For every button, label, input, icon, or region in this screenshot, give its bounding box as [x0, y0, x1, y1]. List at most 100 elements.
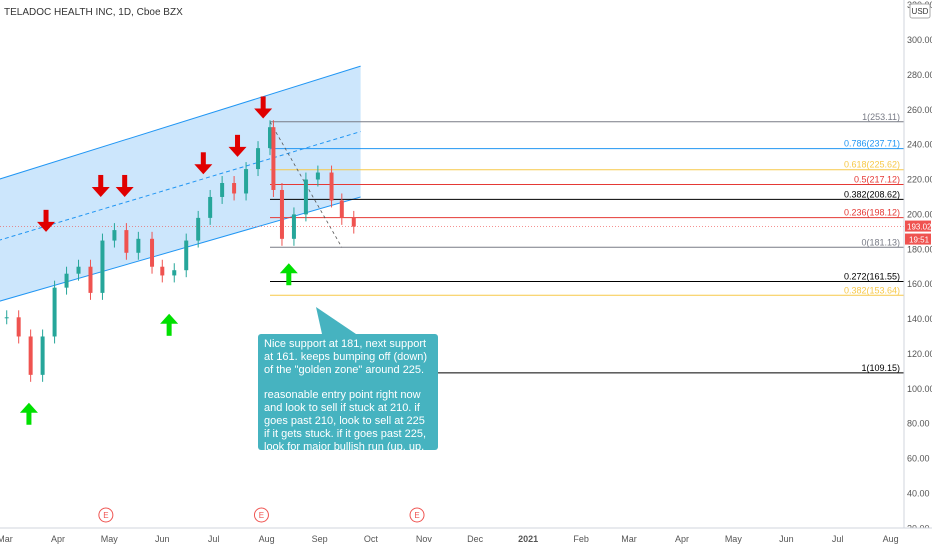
x-tick-label: Dec: [467, 534, 484, 544]
x-tick-label: Feb: [573, 534, 589, 544]
candle-body: [196, 217, 201, 241]
x-tick-label: Jul: [208, 534, 220, 544]
candle-body: [136, 238, 141, 253]
earnings-label: E: [414, 511, 419, 520]
up-arrow-head: [160, 313, 179, 324]
up-arrow: [160, 313, 179, 336]
candle-body: [220, 183, 225, 197]
candle-body: [150, 238, 155, 267]
price-axis-bg: [904, 0, 932, 550]
y-tick-label: 180.00: [907, 244, 932, 254]
x-tick-label: Sep: [312, 534, 328, 544]
down-arrow: [115, 174, 134, 197]
up-arrow: [279, 263, 298, 286]
down-arrow-shaft: [260, 96, 266, 110]
fib-level-label: 0(181.13): [861, 237, 900, 247]
candle-body: [244, 169, 249, 194]
down-arrow-head: [228, 146, 247, 157]
y-tick-label: 220.00: [907, 175, 932, 185]
y-tick-label: 120.00: [907, 349, 932, 359]
x-tick-label: Mar: [0, 534, 13, 544]
x-tick-label: Jun: [779, 534, 794, 544]
x-tick-label: Jul: [832, 534, 844, 544]
annotation-callout[interactable]: Nice support at 181, next support at 161…: [258, 334, 438, 466]
fib-level-label: 0.618(225.62): [844, 160, 900, 170]
candle-body: [315, 172, 320, 180]
y-tick-label: 280.00: [907, 70, 932, 80]
countdown-value: 19:51: [909, 236, 930, 245]
x-tick-label: Aug: [883, 534, 899, 544]
y-tick-label: 80.00: [907, 419, 930, 429]
candle-body: [76, 266, 81, 274]
countdown-badge: [905, 233, 931, 245]
up-arrow-shaft: [26, 411, 32, 425]
x-tick-label: May: [725, 534, 743, 544]
x-tick-label: May: [101, 534, 119, 544]
candle-body: [339, 200, 344, 218]
candle-body: [184, 240, 189, 271]
x-tick-label: 2021: [518, 534, 538, 544]
y-tick-label: 140.00: [907, 314, 932, 324]
down-arrow: [37, 209, 56, 232]
candle-body: [271, 127, 276, 190]
time-axis-bg: [0, 528, 932, 550]
fib-level-label: 0.786(237.71): [844, 139, 900, 149]
fib-level-label: 0.382(208.62): [844, 189, 900, 199]
down-arrow-shaft: [200, 152, 206, 166]
candle-body: [40, 336, 45, 375]
candle-body: [256, 148, 261, 170]
last-price-badge: [905, 220, 931, 232]
up-arrow-shaft: [286, 272, 292, 286]
earnings-label: E: [259, 511, 264, 520]
fib-level-label: 0.236(198.12): [844, 208, 900, 218]
candle-body: [64, 273, 69, 288]
currency-box: [909, 3, 931, 19]
candle-body: [268, 127, 272, 149]
candle-body: [160, 266, 165, 276]
x-tick-label: Aug: [259, 534, 275, 544]
fib-level-label: 1(109.15): [861, 363, 900, 373]
earnings-label: E: [103, 511, 108, 520]
candle-body: [112, 230, 117, 241]
down-arrow-shaft: [43, 209, 49, 223]
y-tick-label: 260.00: [907, 105, 932, 115]
down-arrow: [254, 96, 273, 119]
fib-level-label: 0.5(217.12): [854, 175, 900, 185]
candle-body: [28, 336, 33, 375]
down-arrow-head: [37, 221, 56, 232]
candle-body: [124, 230, 129, 253]
y-tick-label: 160.00: [907, 279, 932, 289]
channel-upper-line: [0, 65, 361, 180]
fib-level-label: 0.272(161.55): [844, 271, 900, 281]
down-arrow: [194, 152, 213, 175]
x-tick-label: Apr: [51, 534, 65, 544]
down-arrow: [228, 134, 247, 157]
up-arrow-head: [19, 402, 38, 413]
down-arrow-shaft: [235, 134, 241, 148]
up-arrow-shaft: [166, 322, 172, 336]
fib-level-label: 0.382(153.64): [844, 285, 900, 295]
earnings-marker: [409, 507, 425, 523]
candle-body: [16, 317, 21, 337]
candle-body: [279, 189, 284, 239]
y-tick-label: 40.00: [907, 488, 930, 498]
channel-median-line: [0, 131, 361, 241]
x-tick-label: Mar: [621, 534, 637, 544]
x-tick-label: Oct: [364, 534, 379, 544]
earnings-marker: [98, 507, 114, 523]
candle-body: [329, 172, 334, 201]
candle-body: [4, 317, 9, 319]
last-price-value: 193.02: [907, 223, 932, 232]
candle-body: [52, 287, 57, 337]
annotation-paragraph-1: Nice support at 181, next support at 161…: [264, 338, 428, 376]
down-arrow-head: [91, 186, 110, 197]
callout-pointer: [316, 307, 356, 334]
candle-body: [303, 179, 308, 215]
down-arrow: [91, 174, 110, 197]
down-arrow-shaft: [98, 174, 104, 188]
x-tick-label: Nov: [416, 534, 433, 544]
candle-body: [351, 217, 356, 227]
